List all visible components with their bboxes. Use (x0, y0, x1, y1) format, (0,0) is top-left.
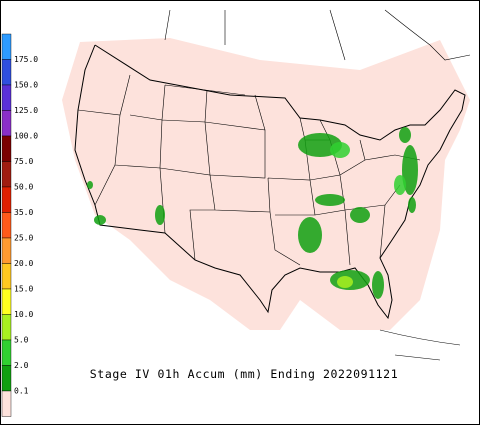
legend-swatch (1, 212, 12, 239)
rain-area (315, 194, 345, 206)
legend-label: 75.0 (14, 157, 33, 166)
legend-swatch (1, 339, 12, 366)
rain-area (372, 271, 384, 299)
legend-label: 5.0 (14, 336, 29, 345)
legend-label: 15.0 (14, 285, 33, 294)
state-lines (77, 9, 471, 361)
rain-area (394, 175, 406, 195)
legend-swatch (1, 288, 12, 315)
legend-swatch (1, 237, 12, 264)
legend-swatch (1, 59, 12, 86)
rain-area (408, 197, 416, 213)
legend-swatch (1, 110, 12, 137)
legend-swatch (1, 161, 12, 188)
legend-swatch (1, 33, 12, 60)
rain-area (399, 127, 411, 143)
legend-swatch (1, 135, 12, 162)
legend-label: 25.0 (14, 234, 33, 243)
color-legend: 175.0 150.0 125.0 100.0 75.0 50.0 35.0 25.0 20.0… (1, 33, 38, 417)
coverage-area (62, 38, 470, 330)
rain-area (330, 142, 350, 158)
legend-label: 100.0 (14, 132, 38, 141)
legend-label: 125.0 (14, 106, 38, 115)
legend-label: 175.0 (14, 55, 38, 64)
legend-swatch (1, 84, 12, 111)
rain-area (94, 215, 106, 225)
caption: Stage IV 01h Accum (mm) Ending 202209112… (90, 367, 398, 381)
legend-swatch (1, 390, 12, 417)
legend-swatch (1, 186, 12, 213)
legend-label: 150.0 (14, 81, 38, 90)
legend-label: 50.0 (14, 183, 33, 192)
legend-swatch (1, 314, 12, 341)
legend-label: 0.1 (14, 387, 29, 396)
rain-area (350, 207, 370, 223)
rain-area (155, 205, 165, 225)
legend-label: 35.0 (14, 208, 33, 217)
rain-area (402, 145, 418, 195)
legend-label: 2.0 (14, 361, 29, 370)
legend-label: 10.0 (14, 310, 33, 319)
precip-areas (87, 127, 418, 299)
legend-label: 20.0 (14, 259, 33, 268)
legend-swatch (1, 365, 12, 392)
legend-swatch (1, 263, 12, 290)
rain-area (337, 276, 353, 288)
rain-area (87, 181, 93, 189)
rain-area (298, 217, 322, 253)
